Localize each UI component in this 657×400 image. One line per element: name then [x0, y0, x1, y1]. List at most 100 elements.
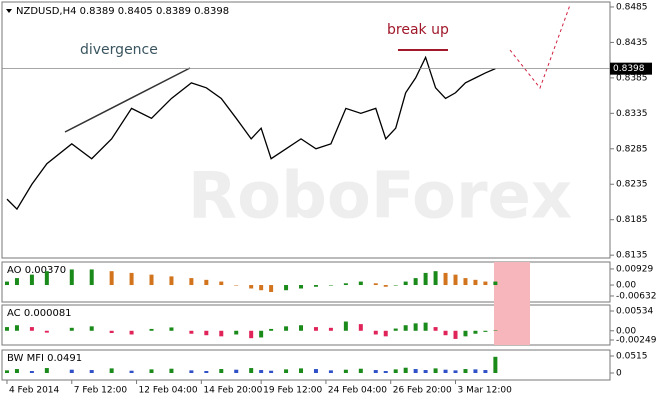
histogram-bar — [453, 330, 458, 339]
x-tick-label: 24 Feb 04:00 — [328, 386, 387, 396]
y-tick-label: 0.8485 — [616, 2, 648, 12]
histogram-bar — [234, 330, 239, 335]
histogram-bar — [204, 330, 209, 336]
histogram-bar — [259, 370, 264, 374]
histogram-bar — [299, 325, 304, 331]
title-marker — [6, 9, 12, 13]
x-tick-label: 7 Feb 12:00 — [74, 386, 128, 396]
histogram-bar — [393, 369, 398, 374]
histogram-bar — [44, 368, 49, 374]
divergence-line — [64, 67, 191, 133]
histogram-bar — [483, 370, 488, 374]
x-tick-label: 19 Feb 12:00 — [263, 386, 322, 396]
histogram-bar — [44, 271, 49, 286]
histogram-bar — [44, 330, 49, 333]
histogram-bar — [393, 285, 398, 286]
histogram-bar — [129, 370, 134, 374]
histogram-bar — [473, 279, 478, 286]
histogram-bar — [453, 274, 458, 286]
histogram-bar — [383, 330, 388, 337]
histogram-bar — [373, 283, 378, 286]
watermark: RoboForex — [188, 160, 572, 234]
y-tick-label: 0.8385 — [616, 73, 648, 83]
histogram-bar — [358, 281, 363, 286]
y-tick-label: 0.00929 — [616, 264, 653, 274]
x-tick-label: 14 Feb 20:00 — [203, 386, 262, 396]
panel-title: AO 0.00370 — [7, 265, 66, 276]
histogram-bar — [189, 330, 194, 334]
histogram-bar — [493, 330, 498, 331]
histogram-bar — [443, 272, 448, 286]
panel-title: AC 0.000081 — [7, 308, 72, 319]
histogram-bar — [358, 324, 363, 331]
histogram-bar — [249, 368, 254, 374]
histogram-bar — [463, 278, 468, 286]
y-tick-label: 0.00 — [616, 326, 636, 336]
y-tick-label: 0.0515 — [616, 352, 648, 362]
y-tick-label: 0.00 — [616, 281, 636, 291]
y-tick-label: -0.00632 — [616, 291, 656, 301]
mfi-panel — [1, 349, 611, 381]
histogram-bar — [433, 327, 438, 331]
histogram-bar — [89, 269, 94, 286]
histogram-bar — [373, 330, 378, 335]
histogram-bar — [169, 327, 174, 331]
histogram-bar — [383, 285, 388, 287]
y-tick-label: 0.8285 — [616, 144, 648, 154]
histogram-bar — [269, 370, 274, 374]
histogram-bar — [14, 369, 19, 374]
panel-title: BW MFI 0.0491 — [7, 353, 82, 364]
histogram-bar — [129, 272, 134, 286]
histogram-bar — [14, 278, 19, 286]
histogram-bar — [328, 285, 333, 286]
histogram-bar — [149, 328, 154, 331]
histogram-bar — [204, 371, 209, 374]
histogram-bar — [413, 278, 418, 286]
histogram-bar — [234, 285, 239, 286]
histogram-bar — [299, 285, 304, 289]
price-line — [6, 55, 496, 211]
histogram-bar — [149, 369, 154, 374]
histogram-bar — [234, 369, 239, 374]
histogram-bar — [313, 369, 318, 374]
y-tick-label: 0 — [616, 369, 622, 379]
histogram-bar — [328, 370, 333, 374]
histogram-bar — [149, 274, 154, 286]
histogram-bar — [4, 370, 9, 374]
histogram-bar — [313, 285, 318, 287]
histogram-bar — [219, 281, 224, 286]
histogram-bar — [284, 326, 289, 331]
histogram-bar — [284, 285, 289, 291]
histogram-bar — [443, 330, 448, 336]
histogram-bar — [259, 330, 264, 338]
histogram-bar — [69, 369, 74, 374]
y-tick-label: 0.8185 — [616, 215, 648, 225]
histogram-bar — [483, 330, 488, 332]
histogram-bar — [89, 326, 94, 331]
histogram-bar — [29, 327, 34, 331]
price-panel — [1, 1, 611, 259]
x-tick-label: 3 Mar 12:00 — [458, 386, 513, 396]
histogram-bar — [413, 369, 418, 374]
y-tick-label: -0.00249 — [616, 336, 657, 346]
histogram-bar — [69, 269, 74, 286]
histogram-bar — [284, 369, 289, 374]
histogram-bar — [403, 325, 408, 331]
y-tick-label: 0.8335 — [616, 109, 648, 119]
last-price-label: 0.8398 — [613, 64, 645, 74]
histogram-bar — [463, 330, 468, 337]
histogram-bar — [393, 328, 398, 331]
histogram-bar — [299, 368, 304, 374]
histogram-bar — [129, 330, 134, 335]
histogram-bar — [219, 369, 224, 374]
histogram-bar — [29, 371, 34, 374]
histogram-bar — [109, 368, 114, 374]
histogram-bar — [259, 285, 264, 291]
last-price-box — [610, 62, 652, 75]
histogram-bar — [249, 285, 254, 289]
y-tick-label: 0.00534 — [616, 307, 653, 317]
histogram-bar — [343, 369, 348, 374]
histogram-bar — [463, 369, 468, 374]
histogram-bar — [189, 278, 194, 286]
